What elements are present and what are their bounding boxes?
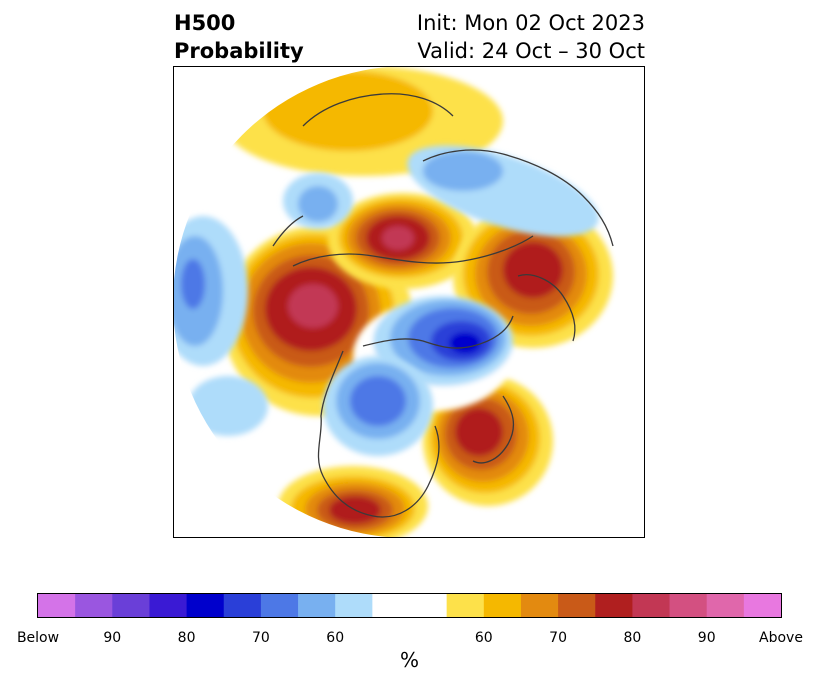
colorbar-swatch bbox=[149, 594, 188, 617]
title-line-1: H500 bbox=[174, 11, 236, 35]
colorbar-swatch bbox=[223, 594, 262, 617]
pacific-negative-anomaly bbox=[173, 216, 268, 436]
colorbar-tick-label: 70 bbox=[252, 630, 270, 646]
colorbar-swatch bbox=[38, 594, 76, 617]
coastlines bbox=[272, 93, 614, 518]
anomaly-fields bbox=[173, 66, 645, 538]
colorbar-swatch bbox=[669, 594, 708, 617]
init-date: Init: Mon 02 Oct 2023 bbox=[416, 11, 645, 35]
colorbar: Below 90 80 70 60 60 70 80 90 Above bbox=[17, 593, 803, 646]
colorbar-swatch bbox=[743, 594, 782, 617]
chart-title: H500 Probability bbox=[174, 9, 304, 65]
colorbar-swatch bbox=[595, 594, 633, 617]
colorbar-tick-label: 90 bbox=[103, 630, 121, 646]
probability-map bbox=[173, 66, 645, 538]
colorbar-tick-label: 70 bbox=[549, 630, 567, 646]
colorbar-swatch bbox=[335, 594, 373, 617]
colorbar-swatch bbox=[372, 594, 410, 617]
colorbar-swatch bbox=[632, 594, 671, 617]
colorbar-swatch bbox=[446, 594, 485, 617]
colorbar-tick-label: 60 bbox=[326, 630, 344, 646]
europe-positive-anomaly bbox=[453, 204, 613, 348]
colorbar-tick-label: 80 bbox=[623, 630, 641, 646]
colorbar-swatch bbox=[558, 594, 596, 617]
colorbar-swatch bbox=[186, 594, 225, 617]
colorbar-swatch bbox=[298, 594, 336, 617]
canada-negative-anomaly bbox=[323, 356, 433, 456]
colorbar-frame bbox=[37, 593, 782, 618]
colorbar-tick-label: Above bbox=[759, 630, 803, 646]
colorbar-tick-label: 60 bbox=[475, 630, 493, 646]
colorbar-swatch bbox=[112, 594, 150, 617]
colorbar-tick-label: Below bbox=[17, 630, 59, 646]
colorbar-swatch bbox=[520, 594, 559, 617]
colorbar-swatch bbox=[483, 594, 522, 617]
colorbar-swatches bbox=[38, 594, 782, 617]
colorbar-swatch bbox=[409, 594, 448, 617]
south-us-positive-anomaly bbox=[278, 466, 428, 538]
title-line-2: Probability bbox=[174, 39, 304, 63]
colorbar-swatch bbox=[260, 594, 299, 617]
colorbar-ticks: Below 90 80 70 60 60 70 80 90 Above bbox=[17, 630, 803, 646]
forecast-dates: Init: Mon 02 Oct 2023 Valid: 24 Oct – 30… bbox=[417, 9, 645, 65]
valid-range: Valid: 24 Oct – 30 Oct bbox=[417, 39, 645, 63]
northern-negative-anomaly bbox=[283, 145, 599, 237]
colorbar-tick-label: 90 bbox=[698, 630, 716, 646]
colorbar-tick-label: 80 bbox=[178, 630, 196, 646]
colorbar-swatch bbox=[75, 594, 113, 617]
siberia-positive-anomaly bbox=[328, 193, 478, 289]
colorbar-swatch bbox=[706, 594, 745, 617]
colorbar-unit-label: % bbox=[399, 648, 419, 672]
map-frame bbox=[173, 66, 645, 538]
